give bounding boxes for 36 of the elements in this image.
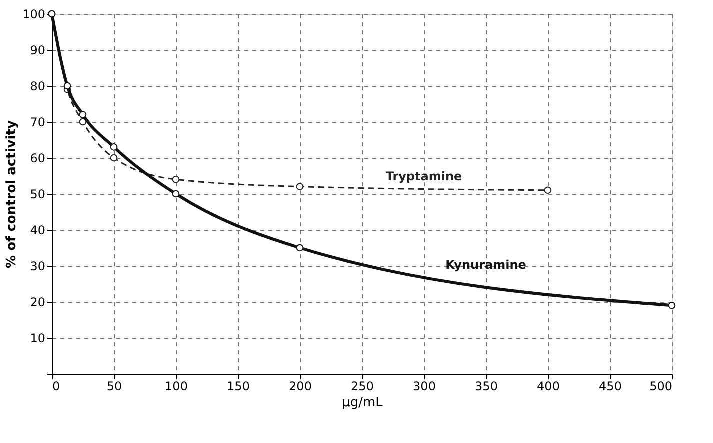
x-tick-label: 250 (351, 380, 374, 394)
y-tick-label: 90 (30, 44, 46, 58)
point (64, 82, 72, 90)
point (668, 302, 676, 310)
x-tick-label: 450 (599, 380, 622, 394)
point (172, 190, 180, 198)
y-tick-label: 20 (30, 296, 46, 310)
x-tick-label: 350 (475, 380, 498, 394)
y-axis-title: % of control activity (4, 120, 20, 268)
point (296, 244, 304, 252)
y-tick-label: 60 (30, 152, 46, 166)
x-axis-title: µg/mL (342, 396, 384, 410)
y-tick-label: 80 (30, 80, 46, 94)
point (110, 154, 118, 162)
y-tick-label: 10 (30, 332, 46, 346)
y-tick-label: 100 (22, 8, 46, 22)
x-tick-label: 200 (289, 380, 312, 394)
x-tick-label: 150 (227, 380, 250, 394)
x-tick-label: 300 (413, 380, 436, 394)
y-tick-label: 50 (30, 188, 46, 202)
point (296, 183, 304, 190)
point (544, 186, 552, 194)
point (110, 144, 118, 151)
x-tick-label: 400 (537, 380, 560, 394)
point (79, 111, 87, 118)
x-tick-label: 100 (165, 380, 188, 394)
x-tick-label: 500 (650, 380, 672, 394)
y-tick-label: 40 (30, 224, 46, 238)
x-tick-label: 50 (106, 380, 122, 394)
x-tick-label: 0 (52, 380, 60, 394)
point (79, 118, 87, 126)
series-label: Tryptamine (386, 170, 462, 184)
series-label: Kynuramine (446, 258, 526, 272)
point (172, 176, 180, 184)
y-tick-label: 70 (30, 116, 46, 130)
y-tick-label: 30 (30, 260, 46, 274)
